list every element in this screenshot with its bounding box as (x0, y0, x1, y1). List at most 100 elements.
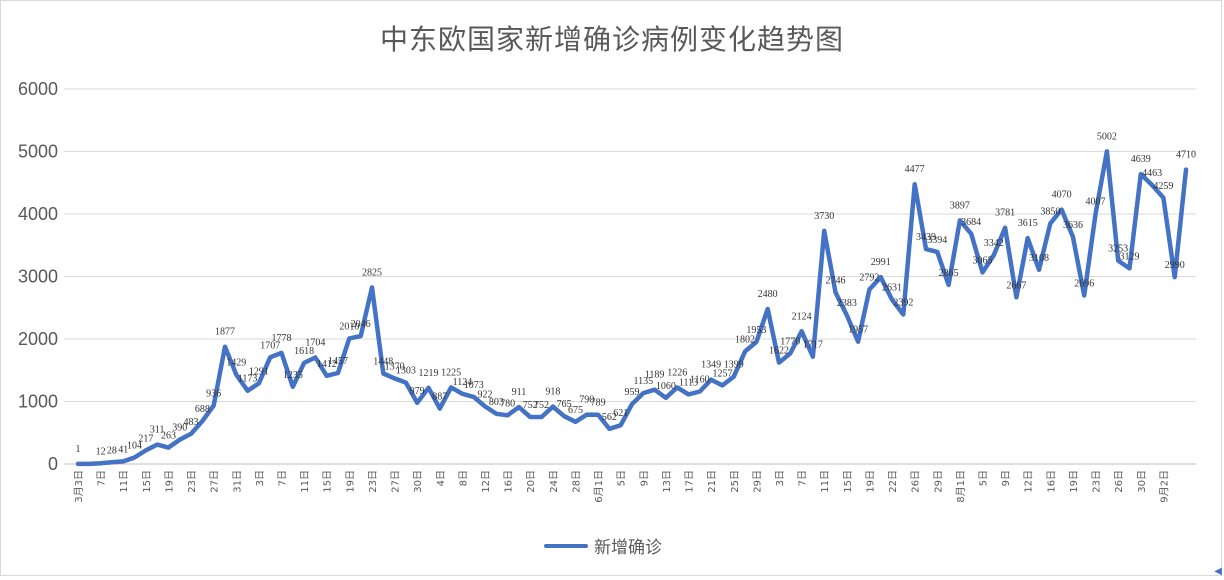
x-tick-label: 7日 (97, 470, 108, 486)
data-label: 1349 (701, 360, 721, 371)
data-label: 3439 (916, 232, 936, 243)
x-tick-label: 12日 (481, 470, 492, 493)
data-label: 2865 (939, 268, 959, 279)
data-label: 1189 (645, 370, 665, 381)
data-label: 2480 (758, 289, 778, 300)
legend-swatch (544, 543, 588, 548)
x-tick-label: 9日 (639, 470, 650, 486)
y-tick-label: 6000 (18, 79, 58, 99)
x-tick-label: 30日 (1137, 470, 1148, 493)
x-tick-label: 23日 (187, 470, 198, 493)
data-label: 621 (613, 408, 628, 419)
data-label: 1957 (848, 325, 868, 336)
x-tick-label: 27日 (210, 470, 221, 493)
data-label: 263 (161, 431, 176, 442)
x-tick-label: 11日 (300, 470, 311, 493)
x-tick-label: 17日 (685, 470, 696, 493)
data-label: 104 (127, 441, 142, 452)
data-label: 1135 (633, 376, 653, 387)
data-label: 1257 (712, 368, 732, 379)
data-label: 2991 (871, 257, 891, 268)
data-label: 3850 (1040, 206, 1060, 217)
data-label: 2696 (1074, 279, 1094, 290)
series-line-path (75, 149, 1189, 467)
y-tick-label: 0 (48, 454, 58, 474)
x-tick-label: 29日 (933, 470, 944, 493)
x-tick-label: 12日 (1024, 470, 1035, 493)
data-label: 688 (195, 404, 210, 415)
data-label: 1704 (305, 338, 325, 349)
data-label: 936 (206, 389, 221, 400)
data-label: 887 (432, 392, 447, 403)
data-label: 1113 (679, 377, 698, 388)
data-label: 2990 (1165, 260, 1185, 271)
x-tick-label: 6月1日 (593, 470, 605, 503)
x-axis: 3月3日 7日 11日 15日 19日 23日 27日 31日 3日 7日 11日 15日 19日 23日… (64, 463, 1196, 503)
x-tick-label: 7日 (278, 470, 289, 486)
data-label: 1429 (226, 358, 246, 369)
scroll-indicator-icon: ◀ (1214, 566, 1222, 577)
data-label: 3394 (927, 235, 947, 246)
data-labels: 1 12 28 41104217311263390483688936187714291… (76, 131, 1197, 457)
x-tick-label: 3日 (255, 470, 266, 486)
x-tick-label: 23日 (368, 470, 379, 493)
data-label: 1802 (735, 334, 755, 345)
x-tick-label: 25日 (730, 470, 741, 493)
x-tick-label: 21日 (707, 470, 718, 493)
data-label: 780 (500, 398, 515, 409)
data-label: 3684 (961, 217, 981, 228)
data-label: 765 (557, 399, 572, 410)
data-label: 1707 (260, 340, 280, 351)
data-label: 1457 (328, 356, 348, 367)
data-label: 1448 (373, 357, 393, 368)
x-tick-label: 27日 (391, 470, 402, 493)
y-axis: 0 1000 2000 3000 4000 5000 6000 (18, 79, 58, 474)
x-tick-label: 28日 (571, 470, 582, 493)
data-label: 1160 (690, 375, 710, 386)
x-tick-label: 11日 (119, 470, 130, 493)
data-label: 4639 (1131, 154, 1151, 165)
gridlines (64, 88, 1196, 402)
data-label: 1291 (249, 366, 269, 377)
data-label: 41 (118, 444, 128, 455)
data-label: 2631 (882, 283, 902, 294)
x-tick-label: 8日 (458, 470, 469, 486)
y-tick-label: 5000 (18, 142, 58, 162)
data-label: 4710 (1176, 150, 1196, 161)
x-tick-label: 16日 (504, 470, 515, 493)
data-label: 3730 (814, 211, 834, 222)
x-tick-label: 19日 (164, 470, 175, 493)
chart-title: 中东欧国家新增确诊病例变化趋势图 (379, 23, 844, 56)
x-tick-label: 31日 (232, 470, 243, 493)
y-tick-label: 2000 (18, 329, 58, 349)
data-label: 5002 (1097, 131, 1117, 142)
data-label: 1219 (418, 368, 438, 379)
data-label: 1622 (769, 346, 789, 357)
data-label: 3108 (1029, 253, 1049, 264)
x-tick-label: 15日 (323, 470, 334, 493)
data-label: 4070 (1052, 190, 1072, 201)
data-label: 1173 (238, 374, 258, 385)
y-tick-label: 1000 (18, 392, 58, 412)
data-label: 3897 (950, 200, 970, 211)
x-tick-label: 26日 (911, 470, 922, 493)
x-tick-label: 4日 (436, 470, 447, 486)
data-label: 1073 (464, 380, 484, 391)
data-label: 4259 (1153, 181, 1173, 192)
x-tick-label: 15日 (142, 470, 153, 493)
x-tick-label: 11日 (820, 470, 831, 493)
data-label: 1717 (803, 340, 823, 351)
data-label: 922 (478, 389, 493, 400)
data-label: 1 (76, 444, 81, 455)
data-label: 2383 (837, 298, 857, 309)
data-label: 789 (591, 398, 606, 409)
data-label: 1124 (453, 377, 473, 388)
data-label: 3253 (1108, 244, 1128, 255)
x-tick-label: 22日 (888, 470, 899, 493)
data-label: 979 (410, 386, 425, 397)
data-label: 911 (512, 387, 527, 398)
series-line (75, 149, 1189, 467)
x-tick-label: 24日 (549, 470, 560, 493)
x-tick-label: 19日 (345, 470, 356, 493)
